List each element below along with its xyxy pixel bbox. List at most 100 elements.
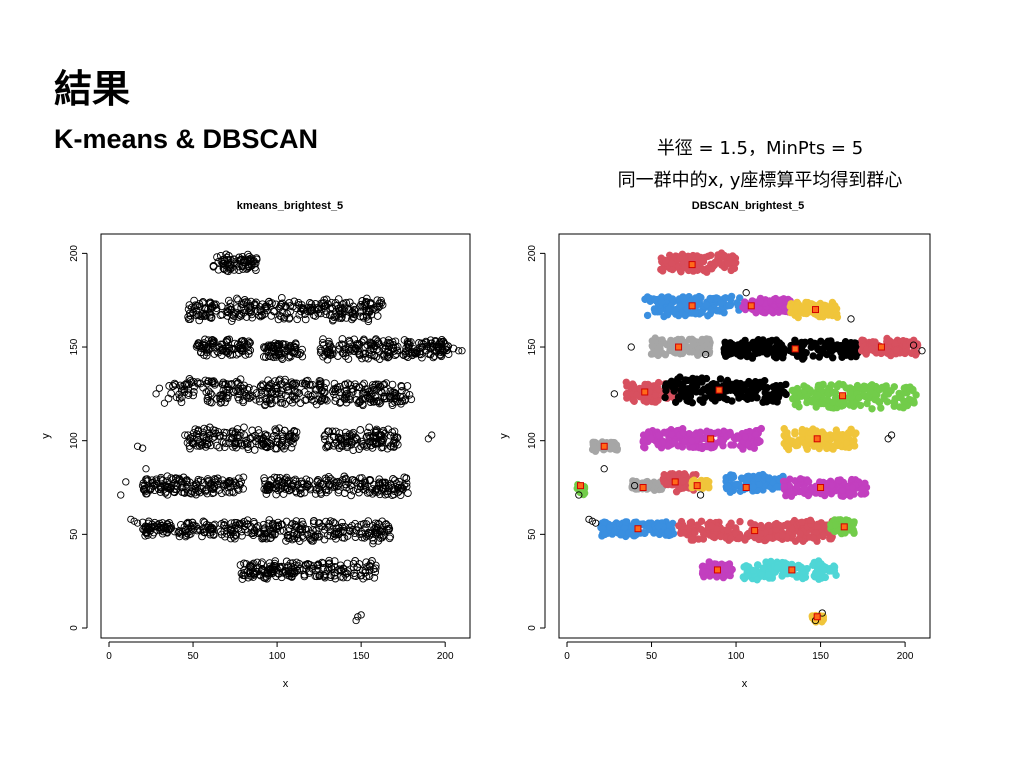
data-point: [356, 482, 365, 491]
data-point: [306, 535, 315, 544]
data-point: [215, 432, 223, 440]
cluster-point: [827, 337, 835, 345]
cluster-point: [752, 309, 760, 317]
data-point: [365, 572, 374, 580]
data-point: [278, 432, 287, 440]
data-point: [368, 485, 377, 493]
data-point: [334, 295, 343, 303]
data-point: [312, 386, 321, 394]
data-point: [203, 440, 212, 448]
data-point: [337, 435, 346, 443]
data-point: [149, 478, 157, 487]
data-point: [322, 307, 330, 315]
data-point: [205, 431, 214, 440]
data-point: [329, 518, 338, 526]
cluster-point: [797, 563, 806, 572]
cluster-point: [703, 346, 711, 354]
data-point: [290, 343, 299, 352]
cluster-point: [686, 391, 694, 399]
cluster-point: [734, 433, 743, 442]
data-point: [251, 431, 259, 440]
cluster-point: [657, 298, 666, 306]
data-point: [377, 296, 385, 305]
data-point: [292, 488, 301, 497]
data-point: [162, 487, 170, 496]
data-point: [261, 524, 269, 532]
data-point: [204, 336, 213, 345]
data-point: [257, 437, 266, 446]
data-point: [301, 525, 310, 533]
cluster-point: [873, 396, 881, 404]
data-point: [254, 426, 263, 434]
data-point: [148, 476, 156, 485]
cluster-point: [760, 346, 768, 354]
data-point: [242, 392, 251, 400]
cluster-point: [688, 437, 696, 445]
x-axis-label: x: [742, 678, 748, 690]
cluster-point: [770, 396, 778, 404]
data-point: [366, 346, 374, 354]
data-point: [344, 379, 352, 388]
data-point: [402, 479, 411, 488]
cluster-point: [668, 295, 677, 303]
cluster-point: [756, 437, 764, 446]
data-point: [372, 380, 380, 389]
data-point: [233, 380, 242, 388]
data-point: [205, 521, 214, 530]
cluster-point: [654, 441, 662, 449]
data-point: [212, 441, 221, 450]
data-point: [402, 474, 411, 483]
data-point: [246, 440, 255, 449]
data-point: [236, 429, 245, 437]
data-point: [199, 517, 208, 526]
data-point: [346, 381, 355, 389]
cluster-point: [702, 301, 711, 309]
data-point: [353, 523, 362, 531]
cluster-point: [775, 339, 784, 347]
data-point: [204, 377, 213, 386]
cluster-point: [867, 345, 876, 353]
data-point: [217, 489, 226, 498]
cluster-point: [828, 388, 837, 396]
data-point: [210, 380, 219, 389]
data-point: [239, 473, 248, 482]
data-point: [372, 397, 381, 406]
data-point: [313, 564, 322, 573]
data-point: [232, 481, 241, 490]
data-point: [393, 346, 402, 355]
data-point: [262, 395, 271, 404]
data-point: [429, 343, 438, 351]
data-point: [342, 298, 351, 307]
data-point: [300, 570, 309, 579]
data-point: [262, 442, 270, 451]
data-point: [378, 301, 387, 309]
cluster-point: [713, 307, 721, 315]
cluster-point: [651, 295, 659, 304]
data-point: [188, 518, 197, 527]
cluster-point: [856, 401, 865, 410]
cluster-point: [726, 295, 735, 304]
data-point: [338, 523, 346, 531]
data-point: [201, 335, 209, 344]
cluster-point: [699, 257, 708, 266]
data-point: [360, 481, 369, 490]
data-point: [133, 442, 142, 450]
data-point: [365, 423, 374, 432]
cluster-point: [896, 393, 904, 401]
data-point: [155, 384, 164, 392]
cluster-point: [823, 396, 832, 404]
data-point: [323, 531, 332, 540]
data-point: [147, 484, 156, 492]
data-point: [296, 489, 305, 497]
dbscan-chart-title: DBSCAN_brightest_5: [691, 200, 805, 212]
data-point: [388, 380, 397, 389]
data-point: [315, 532, 324, 541]
cluster-point: [834, 438, 842, 447]
data-point: [206, 305, 215, 313]
cluster-point: [707, 522, 716, 530]
y-tick-label: 0: [527, 625, 538, 631]
cluster-point: [689, 443, 697, 451]
data-point: [259, 434, 268, 442]
data-point: [426, 336, 435, 345]
data-point: [184, 389, 193, 398]
